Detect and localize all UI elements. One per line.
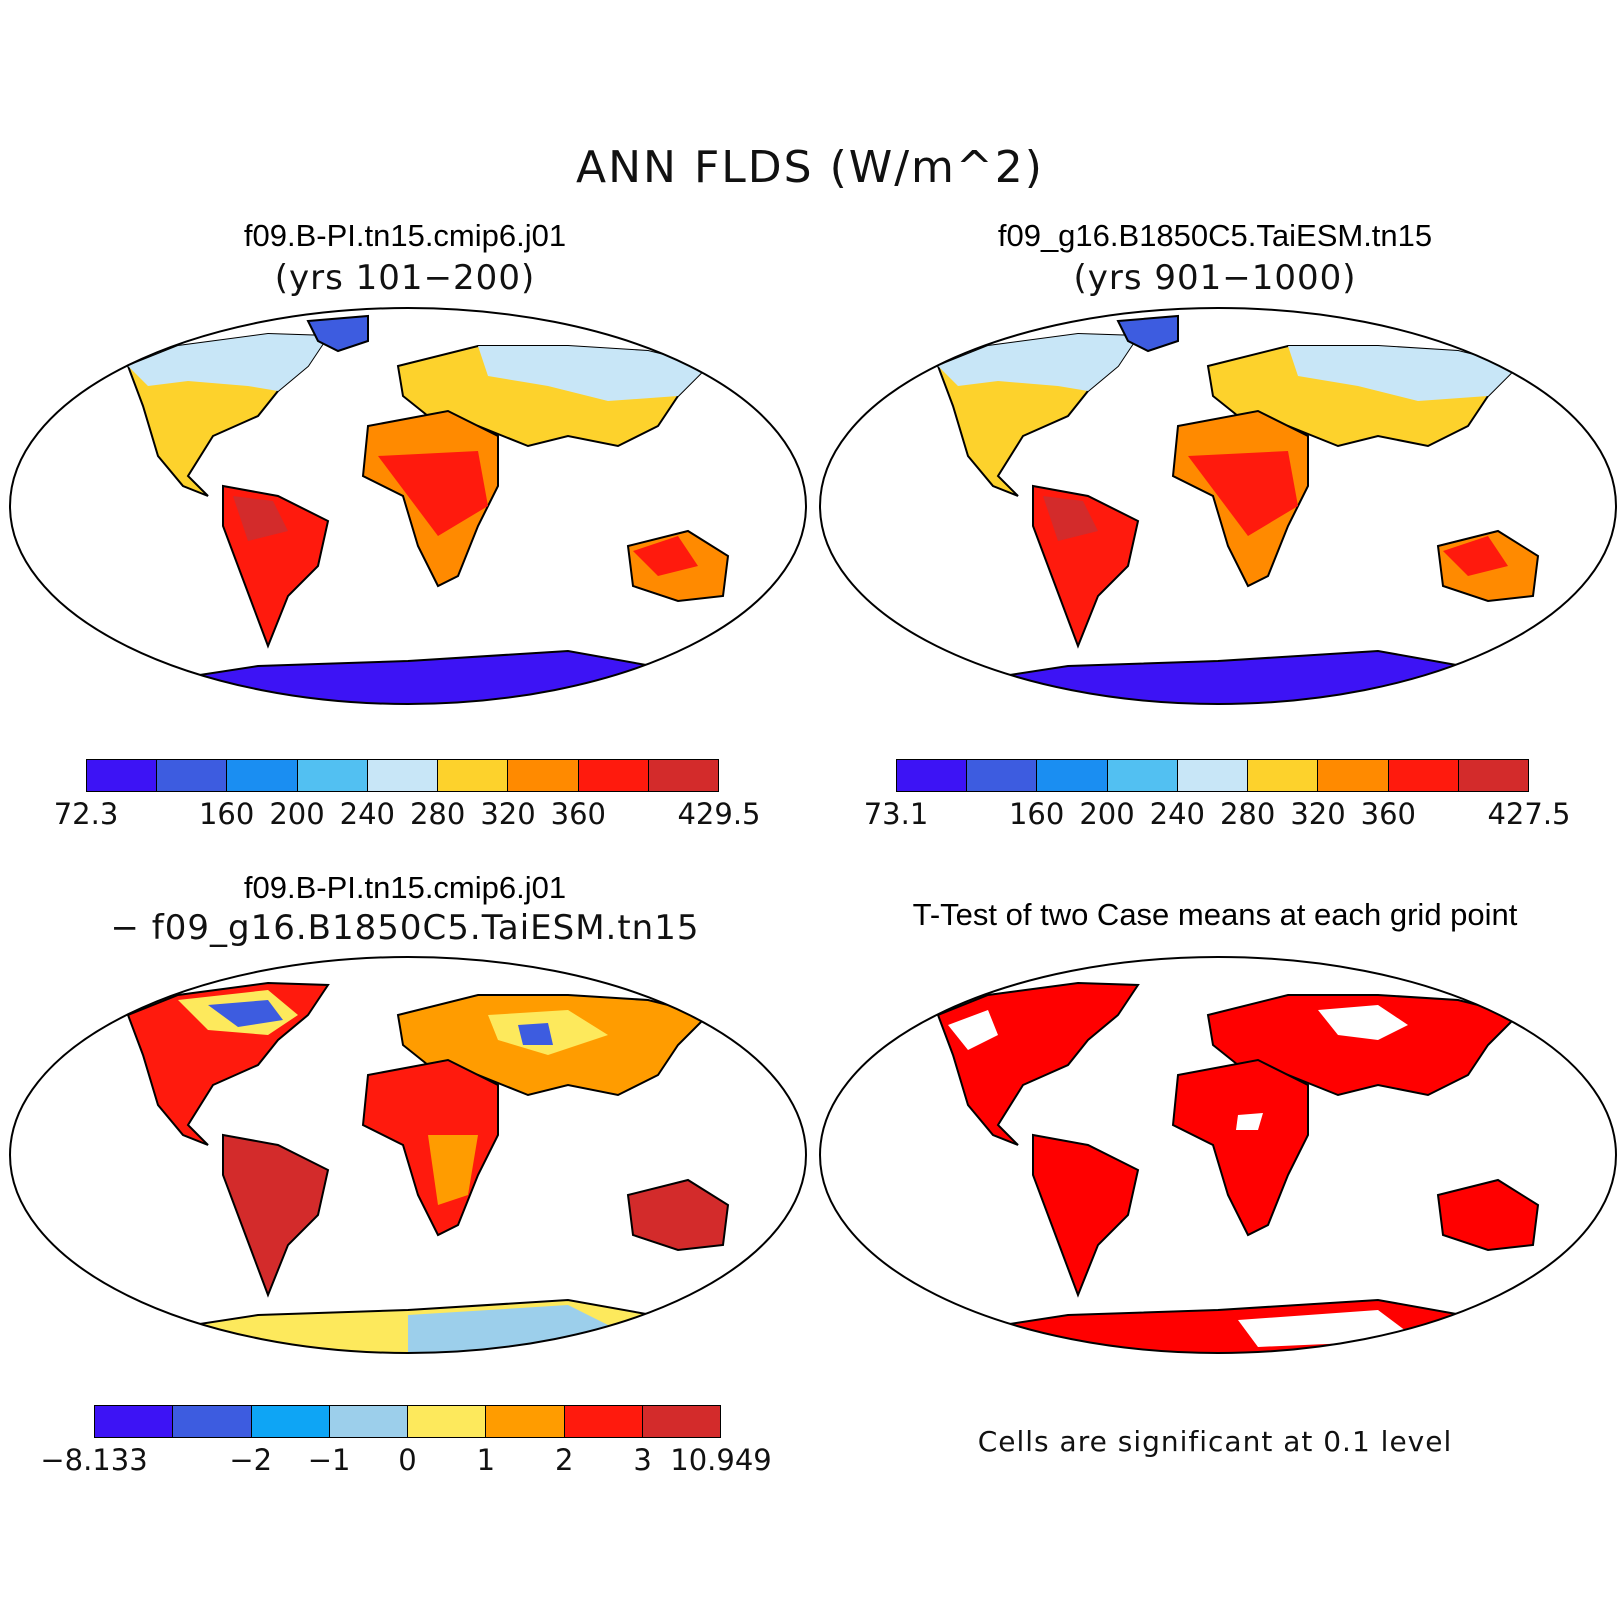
panel3-title: f09.B-PI.tn15.cmip6.j01 (243, 870, 567, 905)
panel3-map (9, 956, 807, 1354)
colorbar-tick-label: 1 (476, 1443, 496, 1477)
colorbar-tick-label: 73.1 (863, 797, 929, 831)
panel4-map (819, 956, 1617, 1354)
colorbar-tick-label: 200 (1079, 797, 1135, 831)
colorbar-tick-label: −8.133 (40, 1443, 148, 1477)
colorbar-swatch (367, 760, 439, 791)
colorbar-tick-label: 320 (480, 797, 536, 831)
colorbar-tick-label: 320 (1290, 797, 1346, 831)
panel3-subtitle: − f09_g16.B1850C5.TaiESM.tn15 (110, 908, 700, 948)
panel1-title: f09.B-PI.tn15.cmip6.j01 (243, 218, 567, 253)
panel1-subtitle: (yrs 101−200) (274, 258, 536, 298)
figure-title: ANN FLDS (W/m^2) (576, 142, 1044, 193)
colorbar-swatch (486, 1406, 565, 1437)
colorbar-swatch (297, 760, 368, 791)
colorbar-swatch (1248, 760, 1319, 791)
colorbar-swatch (408, 1406, 487, 1437)
colorbar-tick-label: 72.3 (53, 797, 119, 831)
colorbar-swatch (1388, 760, 1459, 791)
colorbar-swatch (173, 1406, 252, 1437)
panel2-map (819, 307, 1617, 705)
colorbar-swatch (508, 760, 579, 791)
panel4-title: T-Test of two Case means at each grid po… (912, 897, 1518, 932)
colorbar-swatch (967, 760, 1038, 791)
colorbar-tick-label: 280 (1219, 797, 1276, 831)
colorbar-swatch (95, 1406, 174, 1437)
colorbar-swatch (897, 760, 968, 791)
colorbar-swatch (1177, 760, 1249, 791)
colorbar-swatch (564, 1406, 643, 1437)
colorbar-tick-label: 0 (398, 1443, 417, 1477)
colorbar-swatch (648, 760, 718, 791)
colorbar-tick-label: 429.5 (677, 797, 761, 831)
colorbar-tick-label: 160 (1008, 797, 1065, 831)
colorbar-tick-label: 280 (409, 797, 466, 831)
panel2-subtitle: (yrs 901−1000) (1073, 258, 1357, 298)
colorbar-tick-label: 240 (339, 797, 396, 831)
colorbar-tick-label: 360 (1360, 797, 1417, 831)
colorbar-tick-label: 240 (1149, 797, 1206, 831)
colorbar-swatch (1458, 760, 1528, 791)
colorbar-panel3 (94, 1405, 721, 1438)
colorbar-tick-label: 200 (269, 797, 325, 831)
colorbar-swatch (251, 1406, 330, 1437)
colorbar-tick-label: 360 (550, 797, 607, 831)
colorbar-panel2 (896, 759, 1529, 792)
colorbar-swatch (87, 760, 158, 791)
colorbar-swatch (227, 760, 298, 791)
colorbar-swatch (1037, 760, 1108, 791)
colorbar-tick-label: 3 (633, 1443, 652, 1477)
colorbar-swatch (1107, 760, 1178, 791)
colorbar-tick-label: 160 (198, 797, 255, 831)
colorbar-tick-label: 427.5 (1487, 797, 1571, 831)
colorbar-swatch (329, 1406, 408, 1437)
colorbar-tick-label: 2 (555, 1443, 574, 1477)
colorbar-swatch (1318, 760, 1389, 791)
colorbar-swatch (642, 1406, 720, 1437)
panel1-map (9, 307, 807, 705)
colorbar-swatch (438, 760, 509, 791)
colorbar-swatch (578, 760, 649, 791)
panel2-title: f09_g16.B1850C5.TaiESM.tn15 (997, 218, 1433, 253)
colorbar-swatch (157, 760, 228, 791)
colorbar-panel1 (86, 759, 719, 792)
colorbar-tick-label: 10.949 (670, 1443, 772, 1477)
colorbar-tick-label: −1 (307, 1443, 351, 1477)
colorbar-tick-label: −2 (229, 1443, 273, 1477)
significance-note: Cells are significant at 0.1 level (977, 1425, 1453, 1458)
